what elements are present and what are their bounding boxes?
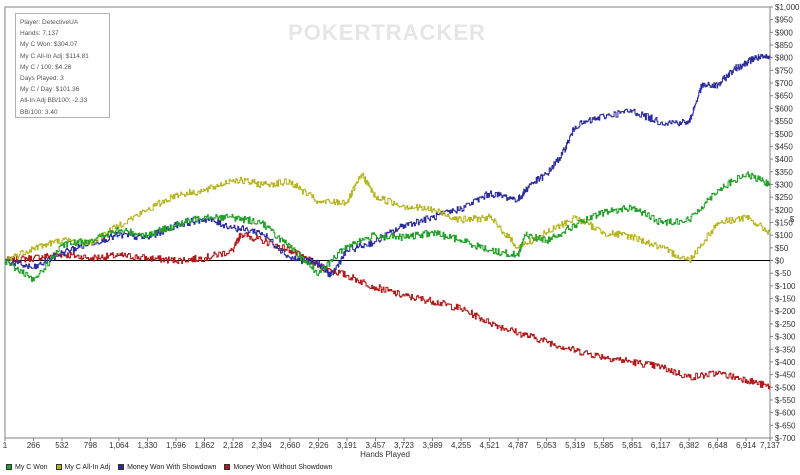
legend-swatch	[55, 464, 62, 470]
x-tick-label: 3,989	[423, 441, 444, 450]
x-tick-label: 3,191	[337, 441, 358, 450]
series-line-my-c-won	[5, 171, 771, 282]
y-tick-label: $-50	[775, 269, 792, 278]
y-tick-label: $-500	[775, 383, 796, 392]
legend-item[interactable]: My C Won	[6, 461, 48, 473]
x-axis: 1 266 532 798 1,064 1,330 1,596 1,862 2,128 2,394…	[3, 438, 781, 450]
y-tick-label: $450	[775, 142, 793, 151]
x-tick-label: 3,723	[394, 441, 415, 450]
y-tick-label: $300	[775, 180, 793, 189]
y-tick-label: $550	[775, 117, 793, 126]
legend-swatch	[6, 464, 12, 470]
x-tick-label: 266	[27, 441, 41, 450]
y-tick-label: $-450	[775, 371, 796, 380]
y-tick-label: $-150	[775, 295, 796, 304]
x-tick-label: 1,330	[137, 441, 158, 450]
x-tick-label: 2,926	[309, 441, 330, 450]
x-tick-label: 7,137	[760, 441, 781, 450]
legend-swatch	[118, 464, 125, 470]
stat-line: My C / 100: $4.26	[20, 63, 72, 71]
x-tick-label: 6,117	[651, 441, 671, 450]
y-tick-label: $500	[775, 130, 793, 139]
stat-line: BB/100: 3.40	[20, 108, 58, 116]
y-tick-label: $750	[775, 66, 793, 75]
y-axis: $1,000 $950 $900 $850 $800 $750 $700 $650 $600 $5…	[770, 3, 800, 443]
y-tick-label: $850	[775, 41, 793, 50]
y-tick-label: $0	[775, 257, 784, 266]
y-tick-label: $-250	[775, 320, 796, 329]
y-tick-label: $-600	[775, 409, 796, 418]
y-tick-label: $650	[775, 92, 793, 101]
x-tick-label: 1,064	[109, 441, 130, 450]
x-tick-label: 5,319	[565, 441, 586, 450]
x-tick-label: 6,382	[679, 441, 700, 450]
x-tick-label: 6,914	[736, 441, 757, 450]
x-tick-label: 5,851	[622, 441, 643, 450]
legend-label: Money Won Without Showdown	[233, 463, 333, 471]
x-tick-label: 4,787	[508, 441, 529, 450]
y-tick-label: $700	[775, 79, 793, 88]
y-tick-label: $150	[775, 219, 793, 228]
y-tick-label: $350	[775, 168, 793, 177]
x-tick-label: 2,660	[280, 441, 301, 450]
x-tick-label: 5,053	[537, 441, 558, 450]
x-tick-label: 2,128	[223, 441, 244, 450]
stat-line: Hands: 7,137	[20, 30, 59, 38]
stat-line: All-In Adj BB/100: -2.33	[20, 97, 88, 105]
y-tick-label: $200	[775, 206, 793, 215]
y-tick-label: $-550	[775, 396, 796, 405]
series-line-money-won-without-showdown	[5, 232, 771, 390]
x-tick-label: 2,394	[252, 441, 273, 450]
series-line-money-won-with-showdown	[5, 53, 771, 278]
y-tick-label: $-350	[775, 345, 796, 354]
player-stats-box: Player: DetectiveUA Hands: 7,137 My C Won:…	[15, 13, 110, 118]
y-tick-label: $-100	[775, 282, 796, 291]
x-tick-label: 5,585	[594, 441, 615, 450]
y-tick-label: $-650	[775, 421, 796, 430]
y-axis-title: $	[790, 215, 795, 224]
legend-label: My C All-In Adj	[64, 463, 111, 471]
y-tick-label: $800	[775, 54, 793, 63]
stat-line: My C All-In Adj: $114.81	[20, 52, 89, 60]
y-tick-label: $50	[775, 244, 789, 253]
x-tick-label: 4,521	[480, 441, 501, 450]
brand-watermark: POKERTRACKER	[288, 20, 486, 45]
x-tick-label: 4,255	[451, 441, 472, 450]
y-tick-label: $950	[775, 16, 793, 25]
stat-line: My C Won: $304.07	[20, 41, 78, 49]
y-tick-label: $250	[775, 193, 793, 202]
legend-label: My C Won	[15, 463, 48, 471]
y-tick-label: $-700	[775, 434, 796, 443]
legend-swatch	[224, 464, 231, 470]
y-tick-label: $100	[775, 231, 793, 240]
x-tick-label: 1,596	[166, 441, 187, 450]
x-tick-label: 3,457	[365, 441, 386, 450]
x-tick-label: 1,862	[194, 441, 215, 450]
x-tick-label: 798	[84, 441, 98, 450]
legend-item[interactable]: Money Won With Showdown	[118, 461, 216, 473]
chart-legend: My C Won My C All-In Adj Money Won With Sh…	[6, 461, 333, 473]
y-tick-label: $600	[775, 104, 793, 113]
y-tick-label: $400	[775, 155, 793, 164]
legend-item[interactable]: My C All-In Adj	[55, 461, 111, 473]
x-tick-label: 532	[55, 441, 69, 450]
y-tick-label: $1,000	[775, 3, 800, 12]
y-tick-label: $-300	[775, 333, 796, 342]
legend-label: Money Won With Showdown	[127, 463, 217, 471]
stat-line: Player: DetectiveUA	[20, 19, 79, 26]
legend-item[interactable]: Money Won Without Showdown	[224, 461, 333, 473]
series-layer	[5, 53, 771, 390]
x-tick-label: 1	[3, 441, 8, 450]
series-line-my-c-all-in-adj	[5, 172, 771, 264]
y-tick-label: $-400	[775, 358, 796, 367]
stat-line: Days Played: 3	[20, 75, 64, 83]
x-axis-title: Hands Played	[360, 450, 410, 459]
x-tick-label: 6,648	[708, 441, 729, 450]
stat-line: My C / Day: $101.36	[20, 86, 80, 94]
y-tick-label: $900	[775, 28, 793, 37]
y-tick-label: $-200	[775, 307, 796, 316]
